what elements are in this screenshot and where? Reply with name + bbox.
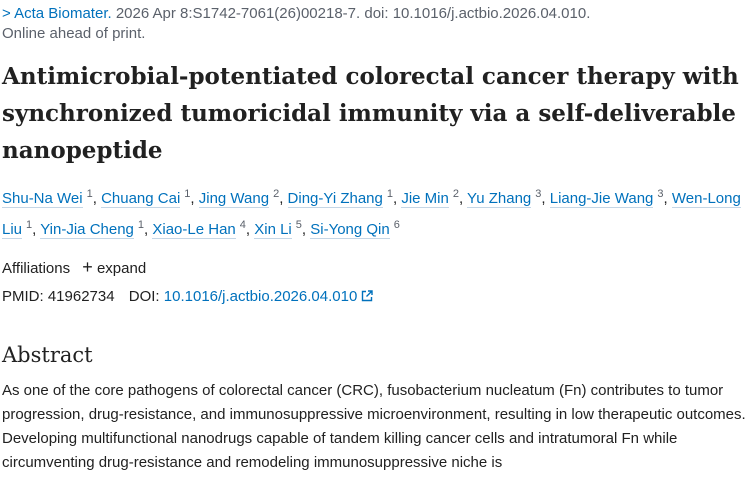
author-name[interactable]: Ding-Yi Zhang xyxy=(287,190,383,208)
pmid-label: PMID: xyxy=(2,288,44,305)
plus-icon: + xyxy=(82,257,93,277)
affiliation-number: 6 xyxy=(393,219,400,231)
status: Online ahead of print. xyxy=(2,25,146,42)
affiliation-number: 1 xyxy=(86,188,93,200)
author-name[interactable]: Liang-Jie Wang xyxy=(549,190,654,208)
affiliation-number: 5 xyxy=(295,219,302,231)
affiliation-number: 1 xyxy=(386,188,393,200)
journal: Acta Biomater. xyxy=(14,5,112,22)
page: > Acta Biomater. 2026 Apr 8:S1742-7061(2… xyxy=(0,4,750,500)
abstract-heading: Abstract xyxy=(2,343,93,367)
citation: > Acta Biomater. 2026 Apr 8:S1742-7061(2… xyxy=(2,4,748,44)
article-title: Antimicrobial-potentiated colorectal can… xyxy=(2,63,739,164)
author: Wen-Long Liu 1 xyxy=(2,190,741,239)
author: Ding-Yi Zhang 1 xyxy=(287,188,393,208)
journal-link[interactable]: > Acta Biomater. xyxy=(2,5,112,22)
affiliation-number: 1 xyxy=(137,219,145,231)
author-name[interactable]: Chuang Cai xyxy=(101,190,181,208)
authors: Shu-Na Wei 1, Chuang Cai 1, Jing Wang 2, Di… xyxy=(2,188,741,239)
author-name[interactable]: Yu Zhang xyxy=(467,190,532,208)
author: Jie Min 2 xyxy=(401,188,459,208)
affiliation-number: 3 xyxy=(657,188,664,200)
author: Xiao-Le Han 4 xyxy=(152,219,246,239)
affiliation-number: 2 xyxy=(452,188,459,200)
abstract-text: As one of the core pathogens of colorect… xyxy=(2,382,746,471)
author-name[interactable]: Jie Min xyxy=(401,190,449,208)
expand-label: expand xyxy=(96,260,147,277)
author-name[interactable]: Xin Li xyxy=(254,221,292,239)
author-name[interactable]: Jing Wang xyxy=(198,190,270,208)
author-name[interactable]: Wen-Long Liu xyxy=(2,190,741,239)
identifiers: PMID: 41962734 DOI: 10.1016/j.actbio.202… xyxy=(2,283,748,311)
article: > Acta Biomater. 2026 Apr 8:S1742-7061(2… xyxy=(0,4,750,475)
doi-link[interactable]: 10.1016/j.actbio.2026.04.010 xyxy=(164,288,374,305)
author: Yu Zhang 3 xyxy=(467,188,542,208)
affiliation-number: 1 xyxy=(26,219,33,231)
external-icon xyxy=(362,290,374,302)
author: Xin Li 5 xyxy=(254,219,302,239)
author: Yin-Jia Cheng 1 xyxy=(40,219,145,239)
affiliation-number: 3 xyxy=(535,188,542,200)
author: Shu-Na Wei 1 xyxy=(2,188,93,208)
author: Si-Yong Qin 6 xyxy=(310,219,400,239)
author: Chuang Cai 1 xyxy=(101,188,191,208)
author: Jing Wang 2 xyxy=(198,188,280,208)
pmid: 41962734 xyxy=(47,288,115,305)
chevron: > xyxy=(2,5,11,22)
affiliation-number: 2 xyxy=(273,188,280,200)
affiliation-number: 4 xyxy=(239,219,246,231)
affiliation-number: 1 xyxy=(184,188,191,200)
author-name[interactable]: Yin-Jia Cheng xyxy=(40,221,134,239)
affiliations: Affiliations + expand xyxy=(2,253,748,283)
citation-details: 2026 Apr 8:S1742-7061(26)00218-7. doi: 1… xyxy=(115,5,591,22)
author: Liang-Jie Wang 3 xyxy=(549,188,664,208)
author-name[interactable]: Xiao-Le Han xyxy=(152,221,236,239)
doi-label: DOI: xyxy=(128,288,160,305)
author-name[interactable]: Si-Yong Qin xyxy=(310,221,390,239)
author-name[interactable]: Shu-Na Wei xyxy=(2,190,83,208)
doi: 10.1016/j.actbio.2026.04.010 xyxy=(163,288,358,305)
affiliations-label: Affiliations xyxy=(2,260,71,277)
expand-button[interactable]: + expand xyxy=(82,257,147,277)
